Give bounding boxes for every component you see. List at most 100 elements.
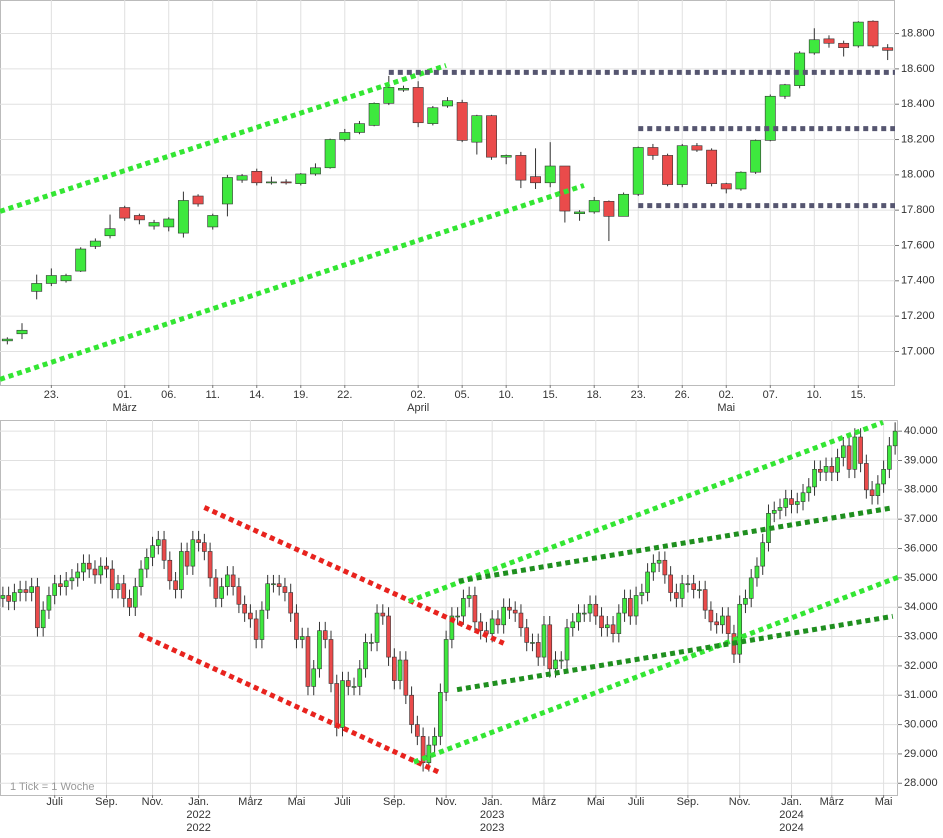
candle-body (334, 683, 340, 728)
candle-body (92, 568, 98, 576)
candle-body (691, 145, 703, 151)
candle-body (864, 463, 869, 491)
y-tick-label: 30.000 (904, 718, 938, 730)
candle-body (882, 47, 894, 51)
candle-body (23, 589, 29, 593)
candle-body (251, 171, 263, 184)
candle-body (559, 165, 571, 212)
candle-body (0, 595, 6, 599)
candle-body (6, 595, 11, 602)
candle-body (651, 562, 656, 573)
candle-body (386, 615, 391, 658)
candle-body (794, 52, 806, 86)
candle-body (829, 466, 835, 473)
candle-body (45, 275, 57, 284)
x-tick-label: 02. (411, 389, 426, 401)
candle-body (794, 501, 800, 505)
candle-body (449, 615, 455, 640)
y-tick-label: 40.000 (904, 425, 938, 437)
candle-body (656, 559, 662, 564)
candle-body (593, 603, 599, 617)
months-label: Mai (717, 402, 735, 414)
candle-body (789, 498, 794, 505)
candle-body (328, 639, 334, 684)
candle-body (311, 668, 317, 687)
candle-body (368, 103, 380, 126)
years-label: 2024 (779, 809, 803, 821)
candle-body (322, 630, 328, 640)
y-tick-label: 17.000 (901, 345, 935, 357)
candle-body (242, 603, 247, 614)
candle-body (783, 498, 789, 508)
candle-body (374, 612, 380, 643)
candle-body (706, 149, 718, 184)
y-tick-label: 39.000 (904, 454, 938, 466)
candle-body (599, 615, 604, 629)
years-label: 2023 (480, 822, 504, 834)
candle-body (265, 181, 277, 184)
candle-body (645, 571, 650, 593)
y-tick-label: 34.000 (904, 601, 938, 613)
candle-body (398, 88, 409, 91)
candle-body (179, 551, 184, 590)
candle-body (202, 542, 207, 552)
candle-body (633, 595, 639, 617)
candle-body (40, 609, 46, 629)
candle-body (12, 592, 17, 602)
candle-body (155, 539, 161, 546)
y-tick-label: 31.000 (904, 689, 938, 701)
y-tick-label: 17.400 (901, 275, 935, 287)
candle-body (735, 171, 747, 190)
candle-body (852, 436, 858, 470)
candle-body (887, 445, 892, 470)
candle-body (587, 603, 593, 614)
y-tick-label: 37.000 (904, 513, 938, 525)
candle-body (708, 609, 714, 623)
candle-body (282, 586, 288, 593)
y-tick-label: 18.000 (901, 169, 935, 181)
candle-body (58, 583, 63, 587)
x-tick-label: 05. (455, 389, 470, 401)
candle-body (46, 595, 52, 611)
plot-area (0, 420, 898, 796)
candle-body (779, 84, 791, 97)
candle-body (305, 636, 311, 687)
candle-body (109, 568, 115, 590)
candle-body (674, 592, 679, 599)
x-tick-label: 10. (499, 389, 514, 401)
candle-body (276, 583, 282, 587)
x-tick-label: Mai (587, 796, 605, 808)
candle-body (800, 492, 806, 502)
candle-body (324, 139, 336, 169)
candle-body (98, 565, 104, 576)
candle-body (662, 155, 674, 185)
candle-body (588, 200, 600, 213)
candle-body (858, 436, 863, 464)
candle-body (662, 559, 668, 576)
trendline (203, 505, 505, 646)
candle-body (60, 275, 72, 282)
candle-body (748, 577, 754, 599)
candle-body (133, 215, 145, 221)
candle-body (472, 595, 478, 623)
candle-body (89, 240, 101, 247)
candle-body (104, 228, 116, 237)
candle-body (610, 624, 616, 634)
y-tick-label: 32.000 (904, 660, 938, 672)
candle-body (668, 574, 673, 593)
candle-body (835, 457, 840, 473)
y-tick-label: 17.600 (901, 239, 935, 251)
candle-body (628, 598, 633, 617)
trendline (458, 505, 894, 584)
candle-body (363, 642, 368, 670)
candle-body (351, 686, 357, 688)
y-tick-label: 18.600 (901, 63, 935, 75)
plot-area (0, 0, 895, 386)
candle-body (259, 609, 265, 640)
candle-body (368, 642, 374, 644)
candle-body (676, 145, 688, 185)
y-tick-label: 28.000 (904, 777, 938, 789)
candle-body (771, 510, 777, 514)
candle-body (230, 574, 236, 587)
